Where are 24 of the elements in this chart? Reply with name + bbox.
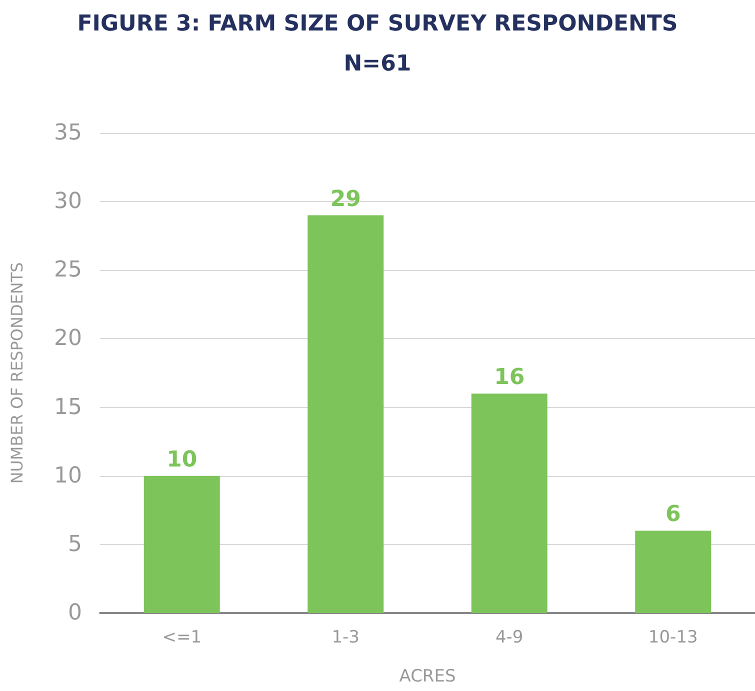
x-tick-label: 4-9 xyxy=(495,628,524,648)
bar xyxy=(471,394,548,613)
x-tick-label: 10-13 xyxy=(648,628,698,648)
bar xyxy=(144,476,220,613)
y-tick-label: 25 xyxy=(54,258,82,283)
chart-subtitle: N=61 xyxy=(344,52,412,76)
chart-title: FIGURE 3: FARM SIZE OF SURVEY RESPONDENTS xyxy=(77,12,678,36)
y-axis-title: NUMBER OF RESPONDENTS xyxy=(8,262,26,484)
y-tick-label: 0 xyxy=(68,600,82,626)
y-tick-label: 30 xyxy=(54,189,82,214)
y-tick-label: 15 xyxy=(54,394,82,420)
bar xyxy=(308,215,384,613)
y-tick-label: 10 xyxy=(54,463,82,488)
bar xyxy=(635,530,712,613)
y-tick-label: 35 xyxy=(54,120,82,146)
x-tick-label: <=1 xyxy=(162,628,202,648)
x-tick-label: 1-3 xyxy=(332,628,360,648)
data-label: 6 xyxy=(665,502,681,528)
y-tick-label: 20 xyxy=(54,326,82,352)
x-axis-title: ACRES xyxy=(399,666,456,686)
data-label: 16 xyxy=(494,365,525,390)
data-label: 10 xyxy=(166,447,198,472)
data-label: 29 xyxy=(330,186,361,212)
y-tick-label: 5 xyxy=(68,532,82,557)
